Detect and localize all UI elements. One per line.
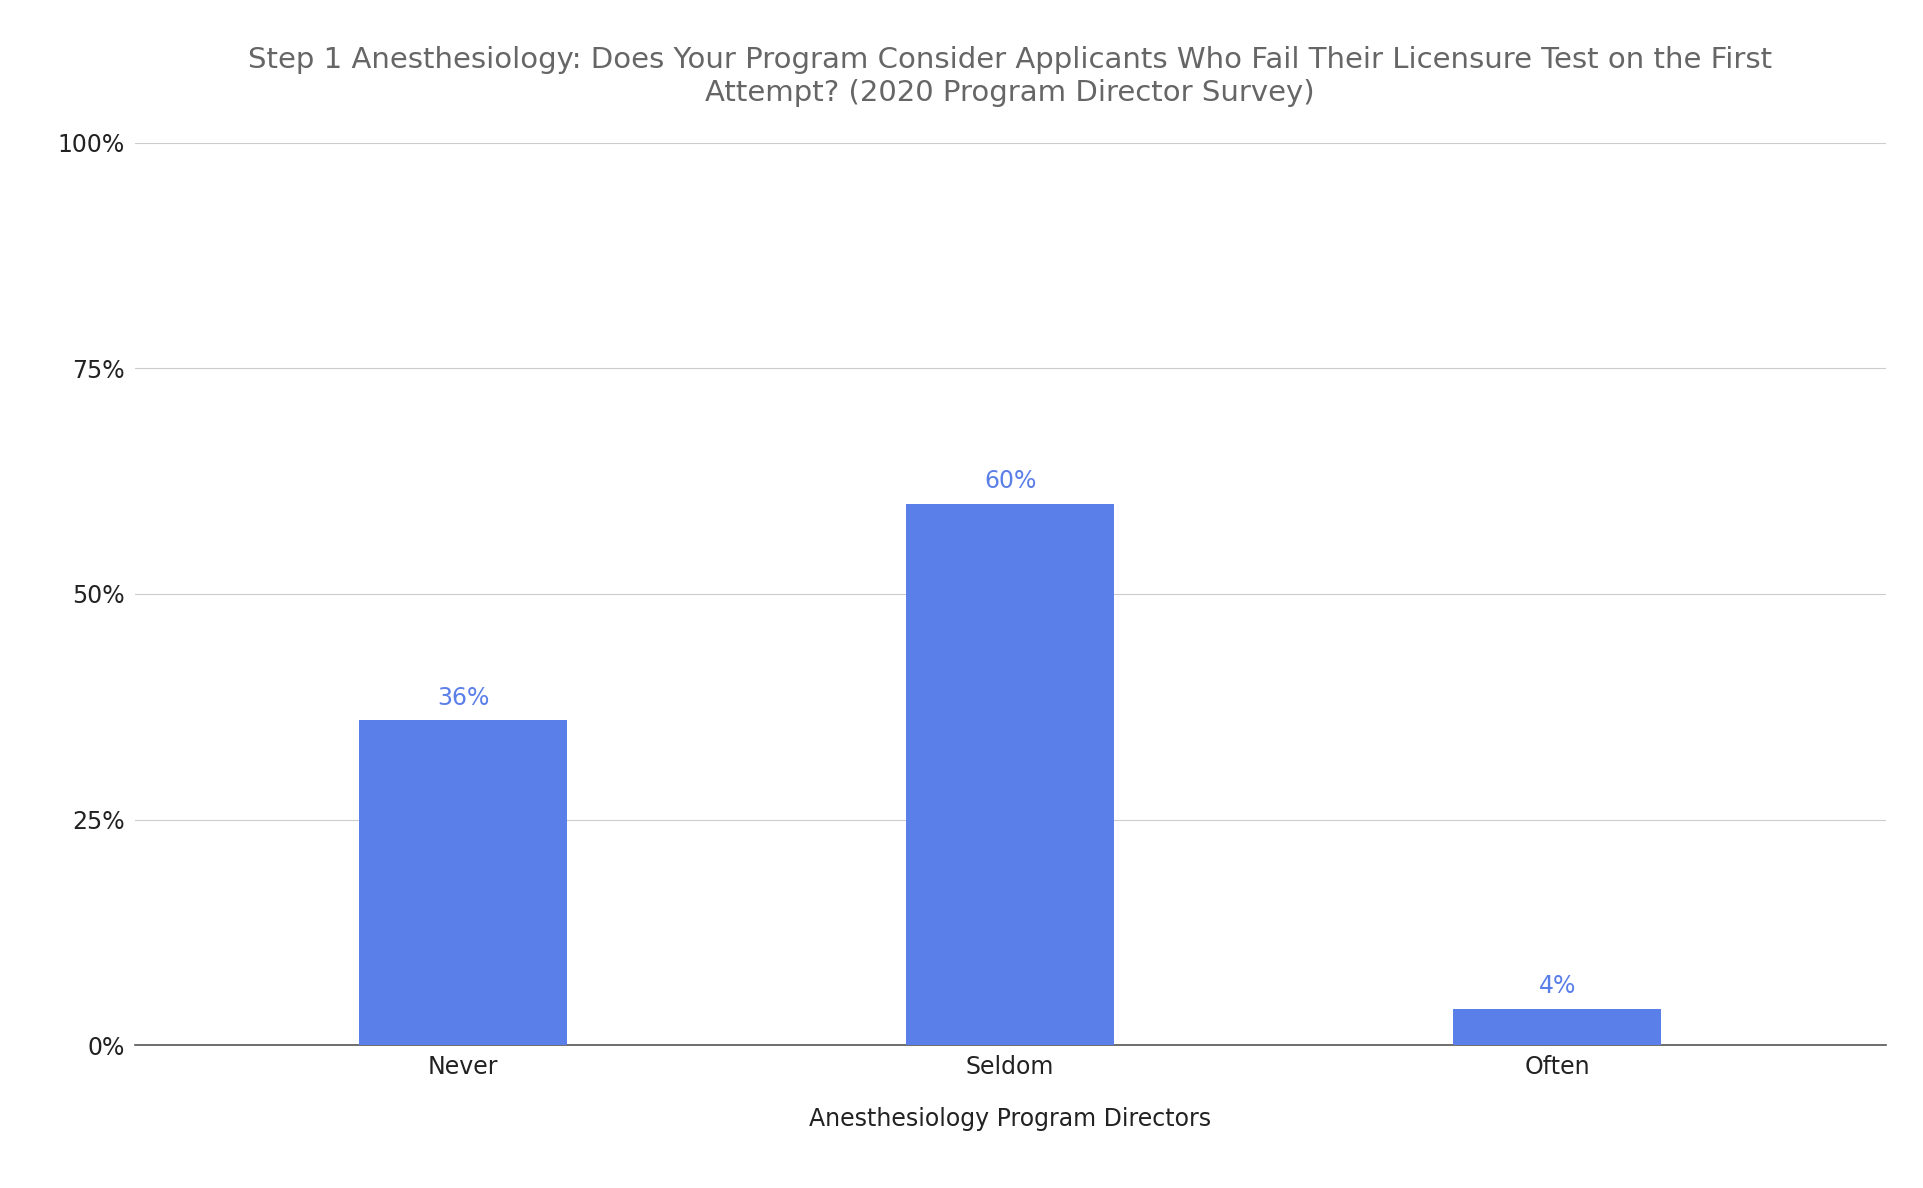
Title: Step 1 Anesthesiology: Does Your Program Consider Applicants Who Fail Their Lice: Step 1 Anesthesiology: Does Your Program… [248,46,1771,107]
Text: 60%: 60% [983,469,1036,493]
Bar [360,720,567,1045]
Text: 4%: 4% [1538,974,1575,998]
Bar [906,504,1113,1045]
Bar [1452,1010,1660,1045]
Text: 36%: 36% [437,685,488,709]
X-axis label: Anesthesiology Program Directors: Anesthesiology Program Directors [808,1107,1211,1131]
